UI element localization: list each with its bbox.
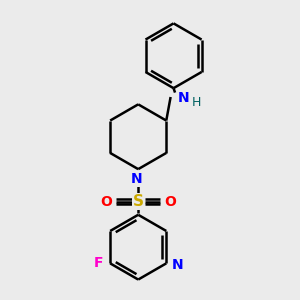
Text: H: H xyxy=(191,96,201,110)
Text: O: O xyxy=(165,194,176,208)
Text: F: F xyxy=(94,256,104,270)
Text: N: N xyxy=(178,92,189,106)
Text: O: O xyxy=(100,194,112,208)
Text: N: N xyxy=(131,172,142,186)
Text: N: N xyxy=(172,258,183,272)
Text: S: S xyxy=(133,194,144,209)
